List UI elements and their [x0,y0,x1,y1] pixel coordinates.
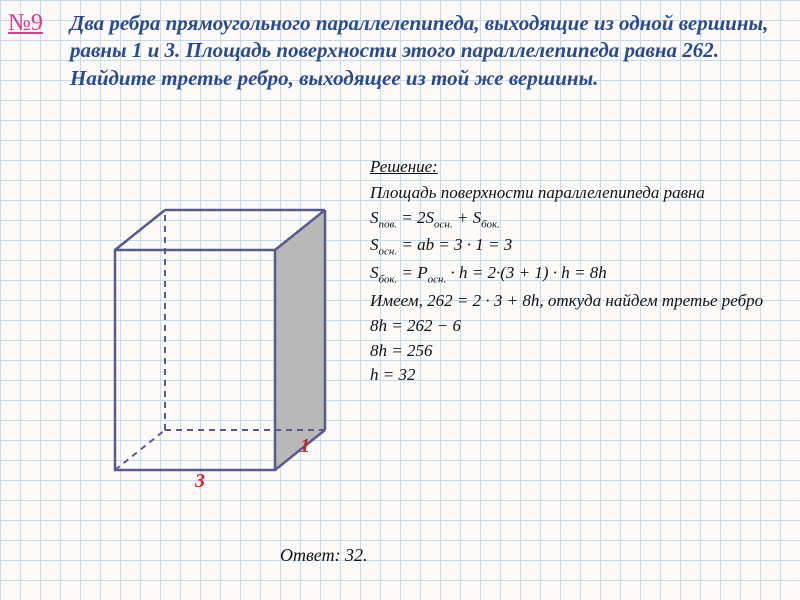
problem-number: №9 [8,10,43,37]
solution-line6: 8h = 262 − 6 [370,314,785,338]
edge-label-side: 3 [195,470,205,493]
solution-line1: Площадь поверхности параллелепипеда равн… [370,181,785,205]
solution-line5: Имеем, 262 = 2 · 3 + 8h, откуда найдем т… [370,289,785,313]
solution-heading: Решение: [370,155,785,179]
parallelepiped-diagram [65,175,365,535]
solution-line7: 8h = 256 [370,339,785,363]
problem-statement: Два ребра прямоугольного параллелепипеда… [70,10,770,92]
solution-block: Решение: Площадь поверхности параллелепи… [370,155,785,388]
solution-line2: Sпов. = 2Sосн. + Sбок. [370,206,785,233]
edge-label-front: 1 [300,435,310,458]
solution-line8: h = 32 [370,363,785,387]
solution-line4: Sбок. = Pосн. · h = 2·(3 + 1) · h = 8h [370,261,785,288]
answer: Ответ: 32. [280,545,368,566]
solution-line3: Sосн. = ab = 3 · 1 = 3 [370,233,785,260]
